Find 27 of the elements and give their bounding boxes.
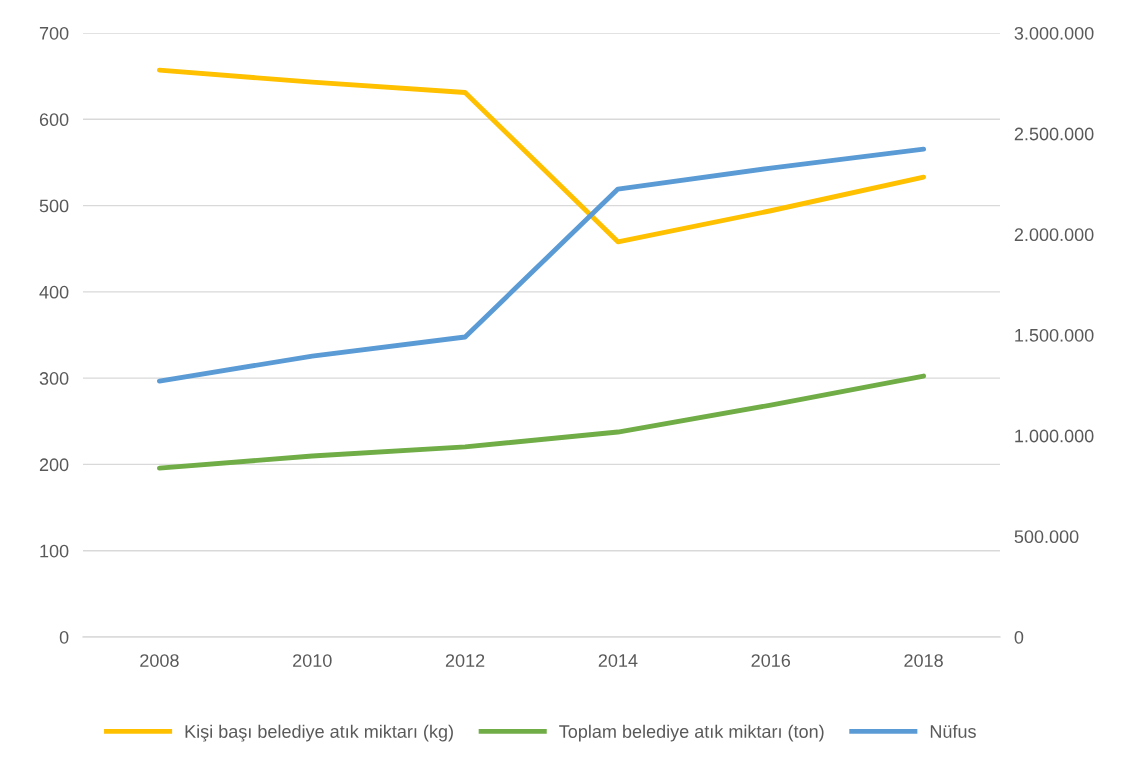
line-series [156, 373, 927, 471]
legend-label: Nüfus [930, 724, 976, 738]
y-tick-label: 300 [39, 372, 69, 385]
x-tick-label: 2018 [904, 654, 943, 667]
x-tick-label: 2008 [140, 654, 179, 667]
line-series [156, 146, 927, 384]
y-tick-label: 200 [39, 458, 69, 472]
y2-tick-label: 0 [1014, 630, 1024, 644]
y2-tick-label: 2.000.000 [1014, 228, 1094, 242]
y2-tick-label: 1.000.000 [1015, 429, 1094, 443]
y2-tick-label: 2.500.000 [1014, 127, 1094, 141]
y2-tick-label: 1.500.000 [1015, 328, 1094, 342]
y-tick-label: 400 [39, 285, 69, 299]
y-tick-label: 500 [39, 199, 69, 213]
line-series [156, 67, 927, 245]
x-tick-label: 2012 [445, 654, 485, 667]
y2-tick-label: 3.000.000 [1014, 26, 1094, 40]
x-tick-label: 2014 [598, 654, 638, 667]
y2-tick-label: 500.000 [1014, 530, 1079, 544]
y-tick-label: 100 [40, 544, 69, 558]
x-tick-label: 2016 [751, 654, 791, 667]
legend-label: Toplam belediye atık miktarı (ton) [559, 724, 824, 742]
y-tick-label: 0 [59, 630, 69, 644]
y-tick-label: 600 [39, 113, 69, 127]
x-tick-label: 2010 [293, 654, 332, 667]
legend-label: Kişi başı belediye atık miktarı (kg) [185, 724, 453, 742]
y-tick-label: 700 [39, 26, 69, 40]
